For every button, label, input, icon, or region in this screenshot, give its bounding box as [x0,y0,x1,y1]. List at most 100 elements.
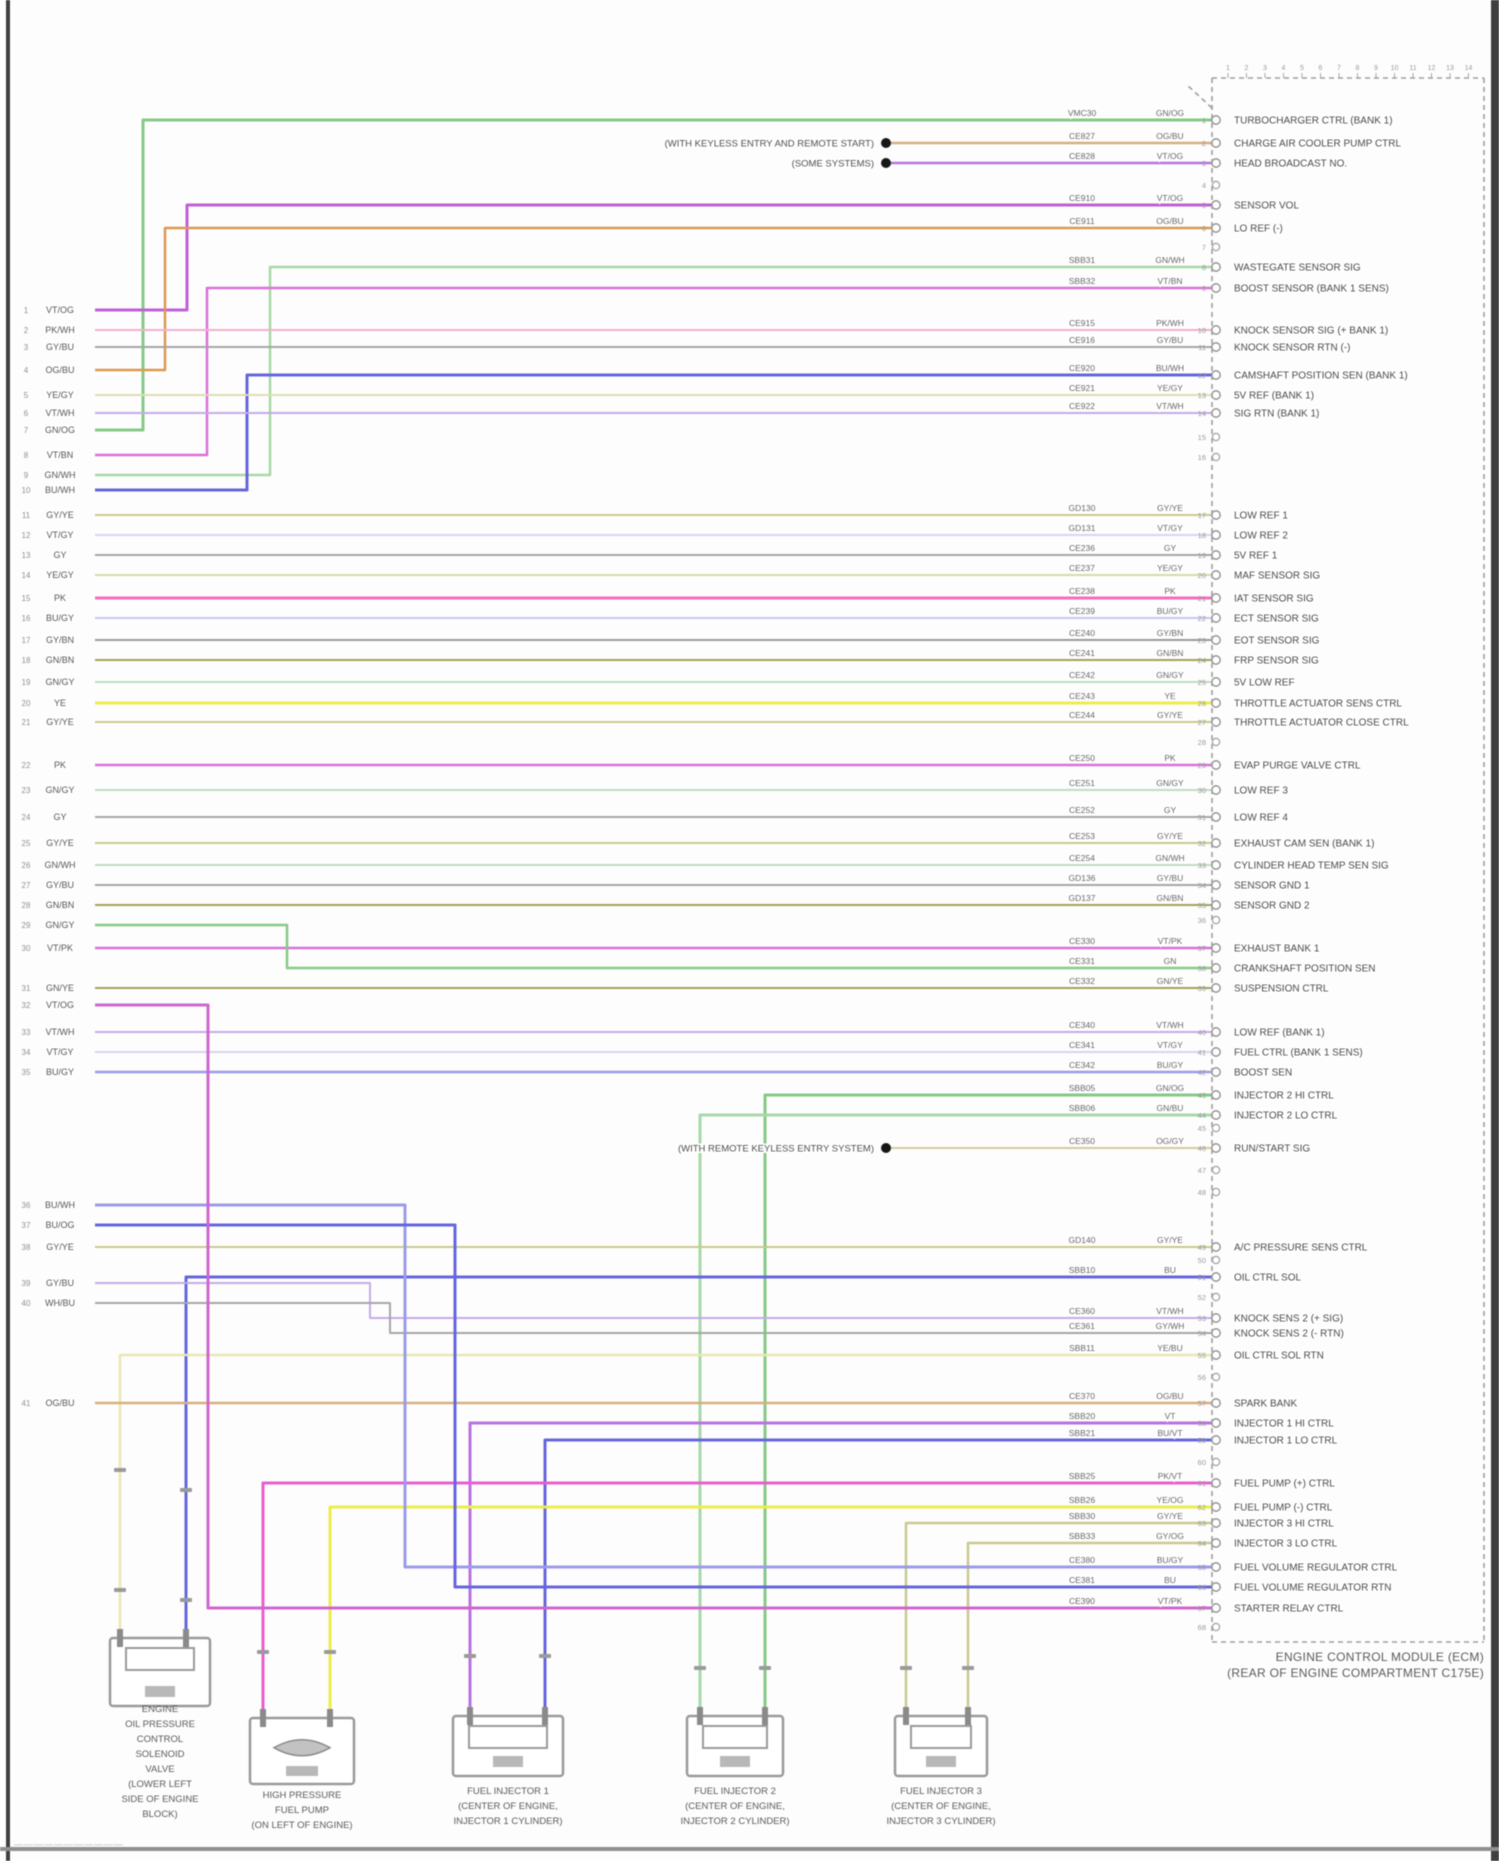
circuit-number-label: CE340 [1069,1020,1095,1030]
pin-description: THROTTLE ACTUATOR SENS CTRL [1234,699,1402,710]
left-wire-code-label: GN/GY [45,920,74,930]
connector-pin [1211,223,1221,233]
left-pin-number: 13 [22,551,31,560]
wire-color-code-label: PK/WH [1156,318,1184,328]
top-tick-number: 4 [1282,65,1286,72]
inline-connector-tick [694,1666,706,1670]
pin-description: EOT SENSOR SIG [1234,636,1320,647]
connector-pin-empty [1211,1457,1221,1467]
wire-color-code-label: VT/WH [1156,1020,1183,1030]
connector-pin [1211,1090,1221,1100]
circuit-number-label: SBB21 [1069,1428,1096,1438]
left-wire-code-label: VT/WH [46,408,75,418]
component-label-line: INJECTOR 2 CYLINDER) [680,1816,789,1827]
wire [95,286,1212,457]
pin-description: IAT SENSOR SIG [1234,594,1314,605]
left-wire-code-label: GN/GY [45,785,74,795]
wire-color-code-label: GN/WH [1155,853,1184,863]
component-terminal [965,1707,971,1725]
left-pin-number: 28 [22,901,31,910]
pin-description: OIL CTRL SOL RTN [1234,1351,1324,1362]
inline-connector-tick [114,1468,126,1472]
inline-connector-tick [180,1488,192,1492]
left-pin-number: 17 [22,636,31,645]
wire-color-code-label: GY [1164,805,1177,815]
connector-pin-number: 45 [1198,1124,1206,1133]
circuit-number-label: CE239 [1069,606,1095,616]
connector-pin-number: 31 [1198,813,1206,822]
connector-pin-number: 63 [1198,1519,1206,1528]
connector-pin-empty [1211,242,1221,252]
component-part-tag [145,1686,175,1697]
wire-color-code-label: GN/GY [1156,778,1184,788]
connector-pin [1211,963,1221,973]
pin-description: INJECTOR 1 LO CTRL [1234,1436,1338,1447]
connector-pin [1211,1110,1221,1120]
left-wire-code-label: GY/YE [46,838,74,848]
pump-symbol [272,1738,332,1757]
pin-description: CAMSHAFT POSITION SEN (BANK 1) [1234,371,1408,382]
circuit-number-label: CE244 [1069,710,1095,720]
connector-pin-number: 55 [1198,1351,1206,1360]
left-pin-number: 19 [22,678,31,687]
connector-pin [1211,717,1221,727]
inline-connector-tick [114,1588,126,1592]
component-part-tag [926,1756,956,1767]
connector-pin-number: 21 [1198,594,1206,603]
left-pin-number: 29 [22,921,31,930]
wire-color-code-label: GN/OG [1156,108,1184,118]
pin-description: MAF SENSOR SIG [1234,571,1320,582]
circuit-number-label: SBB06 [1069,1103,1096,1113]
wire [95,923,1212,970]
connector-pin-number: 61 [1198,1479,1206,1488]
connector-pin-number: 42 [1198,1068,1206,1077]
wire-color-code-label: PK [1164,586,1176,596]
component-part-tag [493,1756,523,1767]
pin-description: FUEL PUMP (+) CTRL [1234,1479,1335,1490]
circuit-number-label: SBB31 [1069,255,1096,265]
connector-pin [1211,550,1221,560]
connector-pin-number: 52 [1198,1293,1206,1302]
left-pin-number: 24 [22,813,31,822]
left-pin-number: 35 [22,1068,31,1077]
inline-connector-tick [324,1650,336,1654]
left-pin-number: 11 [22,511,31,520]
circuit-number-label: CE827 [1069,131,1095,141]
connector-pin [1211,1027,1221,1037]
connector-pin-empty [1211,915,1221,925]
connector-pin [1211,325,1221,335]
connector-pin [1211,1603,1221,1613]
connector-pin-number: 12 [1198,371,1206,380]
connector-pin-number: 53 [1198,1314,1206,1323]
component-label-line: HIGH PRESSURE [263,1790,342,1801]
component-inner [468,1725,548,1749]
wire-color-code-label: YE/GY [1157,563,1183,573]
connector-pin [1211,200,1221,210]
component-terminal [260,1709,266,1727]
left-wire-code-label: VT/GY [46,1047,73,1057]
left-wire-code-label: GN/BN [46,900,75,910]
wire-color-code-label: YE/OG [1157,1495,1184,1505]
circuit-number-label: CE390 [1069,1596,1095,1606]
pin-description: KNOCK SENS 2 (+ SIG) [1234,1314,1343,1325]
connector-pin-number: 1 [1202,116,1206,125]
left-wire-code-label: GY [53,550,66,560]
wire-color-code-label: VT/PK [1158,1596,1183,1606]
connector-pin-number: 51 [1198,1273,1206,1282]
left-pin-number: 25 [22,839,31,848]
connector-pin-number: 15 [1198,433,1206,442]
left-pin-number: 41 [22,1399,31,1408]
circuit-number-label: CE361 [1069,1321,1095,1331]
connector-pin-number: 41 [1198,1048,1206,1057]
wire-color-code-label: GY/YE [1157,831,1183,841]
left-wire-code-label: GN/WH [45,470,76,480]
wire-color-code-label: GY/YE [1157,503,1183,513]
circuit-number-label: SBB30 [1069,1511,1096,1521]
connector-pin-number: 24 [1198,656,1206,665]
wire-color-code-label: GN/BN [1157,648,1184,658]
component-terminal [327,1709,333,1727]
connector-pin-number: 4 [1202,181,1206,190]
pin-description: INJECTOR 2 LO CTRL [1234,1111,1338,1122]
circuit-number-label: GD137 [1069,893,1096,903]
